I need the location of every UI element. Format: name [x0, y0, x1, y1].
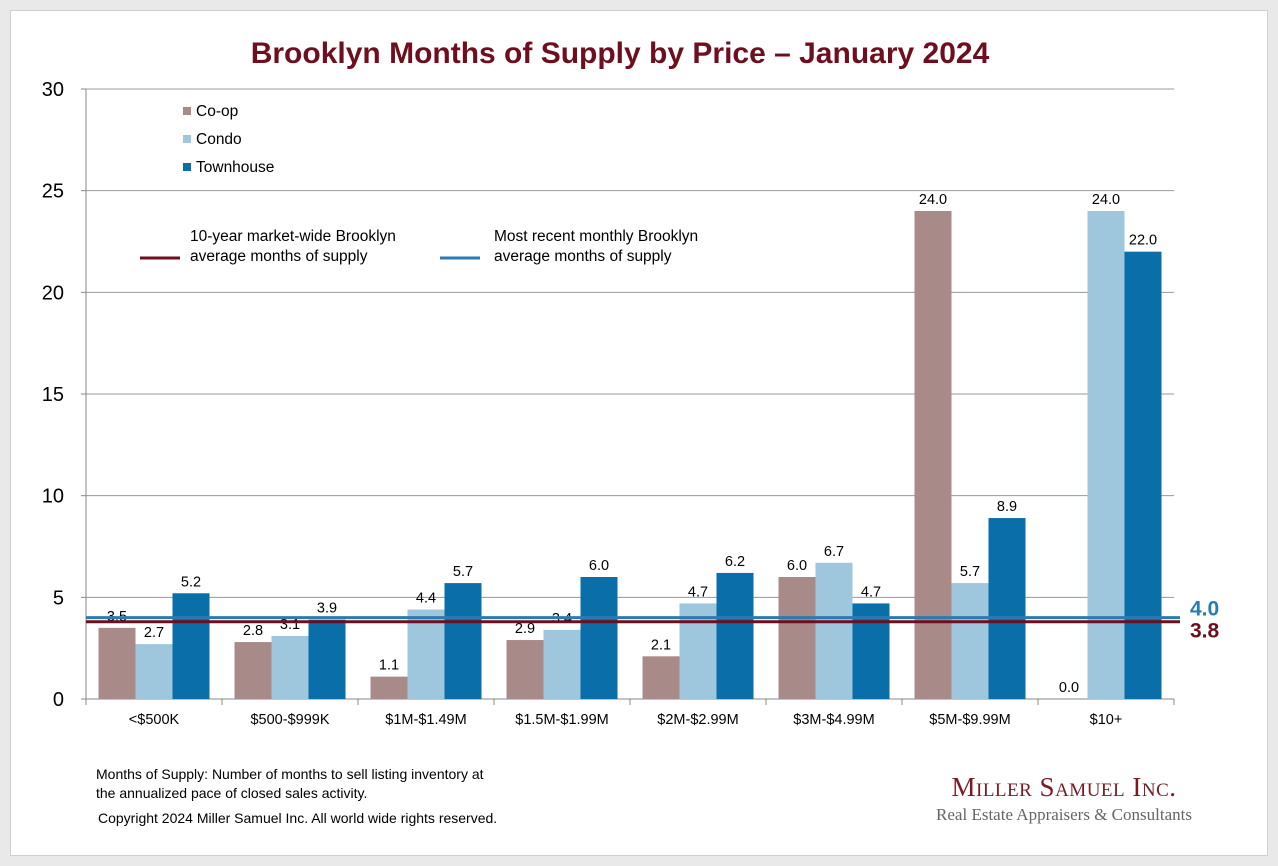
bar-coop	[98, 627, 136, 699]
data-label: 3.9	[317, 601, 337, 617]
reference-value-label: 4.0	[1190, 598, 1219, 621]
y-tick-label: 15	[42, 384, 64, 406]
legend-swatch	[183, 107, 191, 115]
legend-line-label: 10-year market-wide Brooklyn	[190, 228, 396, 245]
data-label: 24.0	[1092, 192, 1120, 208]
bar-condo	[407, 609, 445, 699]
y-tick-label: 25	[42, 181, 64, 203]
legend-label: Condo	[196, 131, 242, 148]
legend-swatch	[183, 163, 191, 171]
bar-condo	[679, 603, 717, 699]
legend-swatch	[183, 135, 191, 143]
chart-title: Brooklyn Months of Supply by Price – Jan…	[251, 37, 990, 70]
logo-tagline: Real Estate Appraisers & Consultants	[936, 805, 1192, 824]
data-label: 2.7	[144, 625, 164, 641]
x-tick-label: $5M-$9.99M	[929, 712, 1010, 728]
data-label: 0.0	[1059, 680, 1079, 696]
x-tick-label: $2M-$2.99M	[657, 712, 738, 728]
bar-coop	[778, 577, 816, 699]
data-label: 22.0	[1129, 233, 1157, 249]
bar-townhouse	[852, 603, 890, 699]
bar-townhouse	[580, 577, 618, 699]
data-label: 4.7	[861, 584, 881, 600]
data-label: 4.7	[688, 584, 708, 600]
definition-note: Months of Supply: Number of months to se…	[96, 765, 484, 803]
bar-townhouse	[444, 583, 482, 699]
legend-line-label: average months of supply	[494, 248, 672, 265]
legend-label: Co-op	[196, 103, 238, 120]
chart-panel	[10, 10, 1268, 856]
bar-coop	[506, 640, 544, 699]
data-label: 6.2	[725, 554, 745, 570]
bar-condo	[951, 583, 989, 699]
y-tick-label: 20	[42, 282, 64, 304]
data-label: 1.1	[379, 658, 399, 674]
bar-townhouse	[988, 518, 1026, 699]
legend-label: Townhouse	[196, 159, 274, 176]
x-tick-label: $1.5M-$1.99M	[515, 712, 609, 728]
data-label: 5.7	[453, 564, 473, 580]
y-tick-label: 30	[42, 79, 64, 101]
legend-line-label: average months of supply	[190, 248, 368, 265]
data-label: 3.1	[280, 617, 300, 633]
x-tick-label: $1M-$1.49M	[385, 712, 466, 728]
x-tick-label: $3M-$4.99M	[793, 712, 874, 728]
data-label: 6.0	[787, 558, 807, 574]
legend-line-label: Most recent monthly Brooklyn	[494, 228, 698, 245]
company-logo: Miller Samuel Inc. Real Estate Appraiser…	[934, 772, 1194, 825]
note-line-1: Months of Supply: Number of months to se…	[96, 766, 484, 782]
bar-townhouse	[172, 593, 210, 699]
bar-condo	[271, 635, 309, 699]
data-label: 4.4	[416, 591, 436, 607]
bar-townhouse	[716, 572, 754, 699]
copyright: Copyright 2024 Miller Samuel Inc. All wo…	[98, 810, 498, 826]
reference-value-label: 3.8	[1190, 620, 1220, 643]
bar-condo	[1087, 211, 1125, 699]
bar-coop	[914, 211, 952, 699]
data-label: 6.7	[824, 544, 844, 560]
x-tick-label: $10+	[1090, 712, 1123, 728]
x-tick-label: $500-$999K	[250, 712, 329, 728]
bar-condo	[135, 644, 173, 699]
data-label: 2.1	[651, 637, 671, 653]
bar-coop	[642, 656, 680, 699]
x-tick-label: <$500K	[129, 712, 180, 728]
bar-coop	[234, 642, 272, 699]
bar-condo	[543, 629, 581, 699]
data-label: 2.8	[243, 623, 263, 639]
y-tick-label: 10	[42, 486, 64, 508]
y-tick-label: 5	[53, 587, 64, 609]
note-line-2: the annualized pace of closed sales acti…	[96, 785, 368, 801]
data-label: 8.9	[997, 499, 1017, 515]
data-label: 5.7	[960, 564, 980, 580]
logo-name: Miller Samuel Inc.	[951, 772, 1177, 802]
bar-townhouse	[308, 619, 346, 699]
bar-coop	[370, 676, 408, 699]
data-label: 5.2	[181, 574, 201, 590]
bar-townhouse	[1124, 251, 1162, 699]
data-label: 2.9	[515, 621, 535, 637]
data-label: 24.0	[919, 192, 947, 208]
y-tick-label: 0	[53, 689, 64, 711]
bar-condo	[815, 562, 853, 699]
data-label: 6.0	[589, 558, 609, 574]
